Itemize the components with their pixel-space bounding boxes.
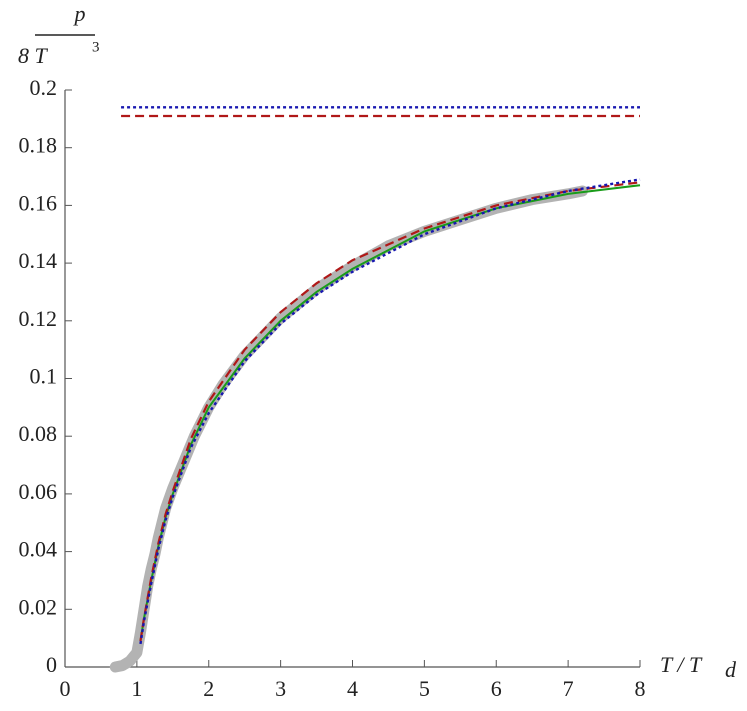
x-tick-label: 3 <box>275 676 286 701</box>
x-tick-label: 1 <box>131 676 142 701</box>
y-tick-label: 0.04 <box>19 537 58 562</box>
y-tick-label: 0.06 <box>19 479 58 504</box>
y-tick-label: 0.1 <box>30 364 58 389</box>
x-tick-label: 0 <box>60 676 71 701</box>
y-tick-label: 0.14 <box>19 248 58 273</box>
x-tick-label: 8 <box>635 676 646 701</box>
y-tick-label: 0.12 <box>19 306 58 331</box>
x-tick-label: 7 <box>563 676 574 701</box>
y-tick-label: 0.16 <box>19 190 58 215</box>
x-tick-label: 2 <box>203 676 214 701</box>
series-line <box>139 184 641 642</box>
y-label-denominator: 8 T <box>18 43 49 68</box>
y-tick-label: 0.18 <box>19 133 58 158</box>
y-tick-label: 0 <box>46 652 57 677</box>
series-line <box>139 178 641 645</box>
x-label: T / T <box>660 652 703 677</box>
y-label-numerator: p <box>73 1 86 26</box>
y-label-exponent: 3 <box>92 39 100 55</box>
series-line <box>139 181 641 642</box>
y-tick-label: 0.02 <box>19 594 58 619</box>
y-tick-label: 0.2 <box>30 75 58 100</box>
x-tick-label: 5 <box>419 676 430 701</box>
x-label-subscript: d <box>725 657 737 682</box>
y-tick-label: 0.08 <box>19 421 58 446</box>
x-tick-label: 4 <box>347 676 358 701</box>
x-tick-label: 6 <box>491 676 502 701</box>
